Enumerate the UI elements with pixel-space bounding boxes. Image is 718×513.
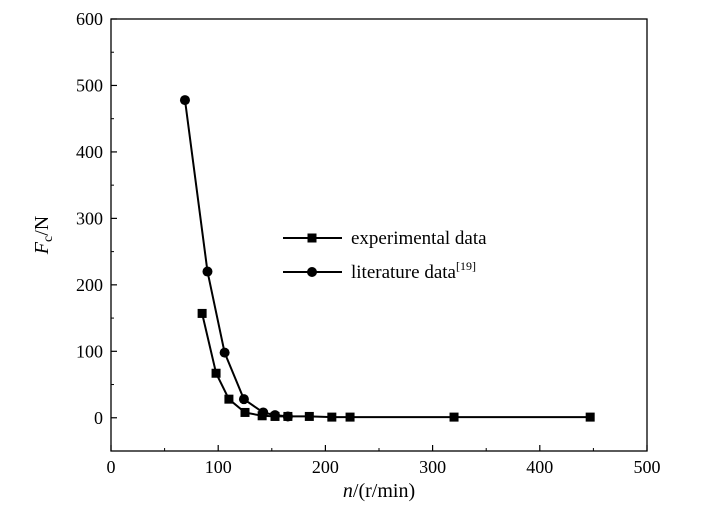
series-line-experimental [201, 313, 591, 419]
y-tick-label: 200 [76, 275, 103, 295]
series-literature [179, 95, 293, 422]
y-axis-ticks: 0 100 200 300 400 500 600 [76, 9, 117, 428]
data-point-literature [282, 411, 293, 422]
data-point-literature [179, 95, 190, 106]
data-point-experimental [327, 412, 337, 422]
x-tick-label: 300 [419, 457, 446, 477]
y-tick-label: 400 [76, 142, 103, 162]
data-point-literature [219, 347, 230, 358]
legend-entry-literature: literature data[19] [283, 259, 476, 283]
data-point-literature [238, 394, 249, 405]
series-layer [179, 95, 595, 422]
y-tick-label: 100 [76, 341, 103, 361]
data-point-experimental [585, 412, 595, 422]
data-point-experimental [224, 394, 234, 404]
data-point-experimental [449, 412, 459, 422]
legend-label-experimental: experimental data [351, 228, 487, 249]
x-tick-label: 400 [526, 457, 553, 477]
legend: experimental data literature data[19] [283, 228, 487, 283]
data-point-literature [270, 410, 281, 421]
data-point-literature [258, 407, 269, 418]
x-tick-label: 200 [312, 457, 339, 477]
series-line-literature [184, 99, 289, 418]
data-point-experimental [304, 411, 314, 421]
y-tick-label: 600 [76, 9, 103, 29]
data-point-experimental [345, 412, 355, 422]
data-point-experimental [211, 368, 221, 378]
y-axis-label: Fc/N [31, 216, 56, 255]
legend-marker-square [307, 233, 317, 243]
data-point-experimental [197, 308, 207, 318]
legend-entry-experimental: experimental data [283, 228, 487, 249]
x-tick-label: 0 [107, 457, 116, 477]
data-point-literature [202, 266, 213, 277]
y-tick-label: 500 [76, 75, 103, 95]
series-experimental [197, 308, 595, 422]
legend-marker-circle [307, 267, 317, 277]
x-axis-ticks: 0 100 200 300 400 500 [107, 445, 661, 477]
data-point-experimental [240, 407, 250, 417]
x-tick-label: 500 [634, 457, 661, 477]
y-tick-label: 300 [76, 208, 103, 228]
legend-label-literature: literature data[19] [351, 259, 476, 283]
x-tick-label: 100 [205, 457, 232, 477]
y-tick-label: 0 [94, 408, 103, 428]
x-axis-label: n/(r/min) [343, 480, 415, 502]
